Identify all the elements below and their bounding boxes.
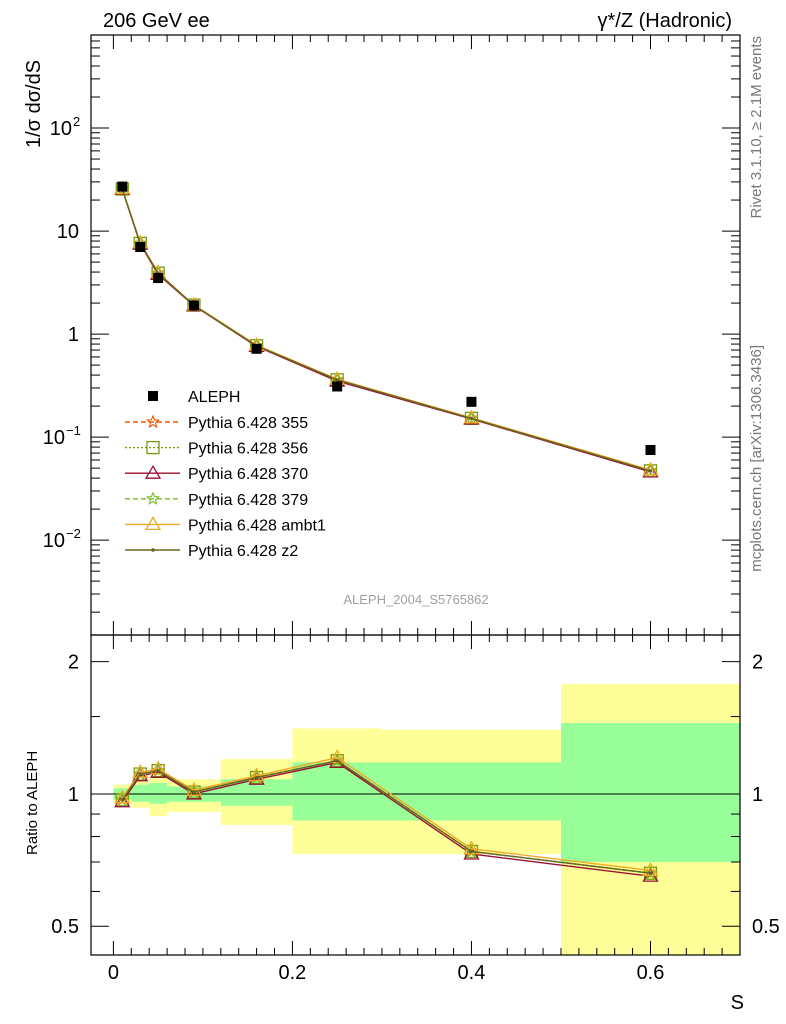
legend-marker (148, 391, 158, 401)
legend-entry: Pythia 6.428 z2 (125, 543, 298, 560)
legend-entry: Pythia 6.428 355 (125, 414, 308, 432)
y-tick-exponent: 2 (73, 114, 80, 129)
ratio-y-axis-title: Ratio to ALEPH (24, 751, 41, 855)
uncertainty-band-green (560, 723, 740, 863)
x-tick-label: 0.4 (458, 962, 486, 984)
legend-marker (146, 440, 160, 455)
x-tick-label: 0.2 (279, 962, 307, 984)
y-tick-label: 10 (43, 530, 65, 552)
legend-label: Pythia 6.428 ambt1 (188, 517, 326, 534)
ratio-point (185, 785, 203, 800)
aleph-data-point (645, 444, 656, 455)
aleph-data-point (117, 181, 128, 192)
ratio-point (463, 845, 480, 860)
plot-title-right: γ*/Z (Hadronic) (598, 10, 732, 32)
plot-title-left: 206 GeV ee (103, 10, 210, 32)
ratio-point (648, 871, 653, 876)
aleph-data-point (251, 343, 262, 354)
legend-entry: Pythia 6.428 356 (125, 441, 308, 458)
uncertainty-band-green (292, 762, 382, 821)
x-tick-label: 0 (108, 962, 119, 984)
ratio-y-tick-label-left: 0.5 (51, 916, 79, 938)
ratio-panel-frame (90, 634, 741, 956)
ratio-line (121, 756, 651, 872)
ratio-point (120, 797, 125, 802)
legend-marker (144, 464, 162, 479)
ratio-y-tick-label-right: 0.5 (752, 916, 780, 938)
y-tick-label: 1 (68, 324, 79, 346)
y-tick-label: 10 (50, 118, 72, 140)
x-tick-label: 0.6 (637, 962, 665, 984)
ratio-axis-ticks: 0.5 0.5 1 1 2 2 0 0.2 0.4 0.6 (51, 635, 780, 984)
analysis-id-label: ALEPH_2004_S5765862 (343, 592, 488, 607)
series-point (469, 416, 474, 421)
y-tick-exponent: −2 (66, 526, 81, 541)
ratio-panel: 0.5 0.5 1 1 2 2 0 0.2 0.4 0.6 (51, 634, 780, 984)
ratio-y-tick-label-left: 1 (68, 784, 79, 806)
mcplots-label: mcplots.cern.ch [arXiv:1306.3436] (748, 345, 765, 572)
legend-label: ALEPH (188, 389, 240, 406)
ratio-point (138, 772, 143, 776)
legend-entry-aleph: ALEPH (148, 389, 240, 406)
legend-entry: Pythia 6.428 370 (125, 464, 308, 483)
ratio-point (192, 790, 196, 794)
series-point (335, 377, 339, 382)
legend-label: Pythia 6.428 356 (188, 441, 308, 458)
legend: ALEPH Pythia 6.428 355 Pythia 6.428 356 Pyt… (125, 389, 326, 560)
ratio-point (150, 760, 167, 775)
y-tick-label: 10 (57, 221, 79, 243)
aleph-data-point (332, 381, 343, 392)
ratio-point (463, 840, 480, 855)
ratio-point (642, 862, 659, 877)
ratio-series-pythia-6-428-z2 (120, 758, 653, 876)
ratio-point (469, 849, 474, 854)
legend-marker (145, 491, 161, 505)
aleph-data-point (135, 242, 146, 253)
uncertainty-band-green (131, 784, 150, 802)
legend-marker (145, 414, 161, 429)
x-axis-title: S (731, 992, 744, 1014)
main-plot-area (114, 180, 659, 478)
ratio-point (156, 768, 160, 773)
legend-marker (151, 548, 155, 552)
series-point (648, 469, 653, 473)
ratio-y-tick-label-right: 1 (752, 784, 763, 806)
aleph-data-point (188, 300, 199, 311)
ratio-point (329, 749, 346, 764)
ratio-point (132, 764, 149, 778)
series-pythia-6-428-370 (114, 181, 659, 478)
ratio-point (114, 793, 131, 808)
rivet-version-label: Rivet 3.1.10, ≥ 2.1M events (748, 36, 765, 219)
ratio-point (254, 775, 259, 780)
ratio-plot-area (91, 683, 740, 955)
ratio-series-pythia-6-428-ambt1 (114, 749, 659, 877)
ratio-y-tick-label-right: 2 (752, 652, 763, 674)
ratio-point (335, 758, 339, 763)
series-point (642, 461, 659, 476)
ratio-y-tick-label-left: 2 (68, 652, 79, 674)
uncertainty-band-green (149, 782, 168, 804)
aleph-data-point (466, 396, 477, 407)
aleph-data-point (153, 273, 164, 284)
y-tick-label: 10 (43, 427, 65, 449)
ratio-point (248, 767, 265, 782)
y-tick-exponent: −1 (66, 423, 81, 438)
legend-label: Pythia 6.428 379 (188, 492, 308, 509)
ratio-point (114, 789, 131, 804)
legend-entry: Pythia 6.428 379 (125, 491, 308, 509)
legend-label: Pythia 6.428 355 (188, 415, 308, 432)
aleph-data-points (117, 181, 656, 455)
legend-label: Pythia 6.428 z2 (188, 543, 298, 560)
legend-marker (144, 516, 162, 531)
legend-label: Pythia 6.428 370 (188, 466, 308, 483)
series-pythia-6-428-356 (115, 182, 658, 478)
main-y-axis-title: 1/σ dσ/dS (23, 60, 45, 148)
ratio-line (121, 759, 651, 874)
legend-entry: Pythia 6.428 ambt1 (125, 516, 326, 534)
